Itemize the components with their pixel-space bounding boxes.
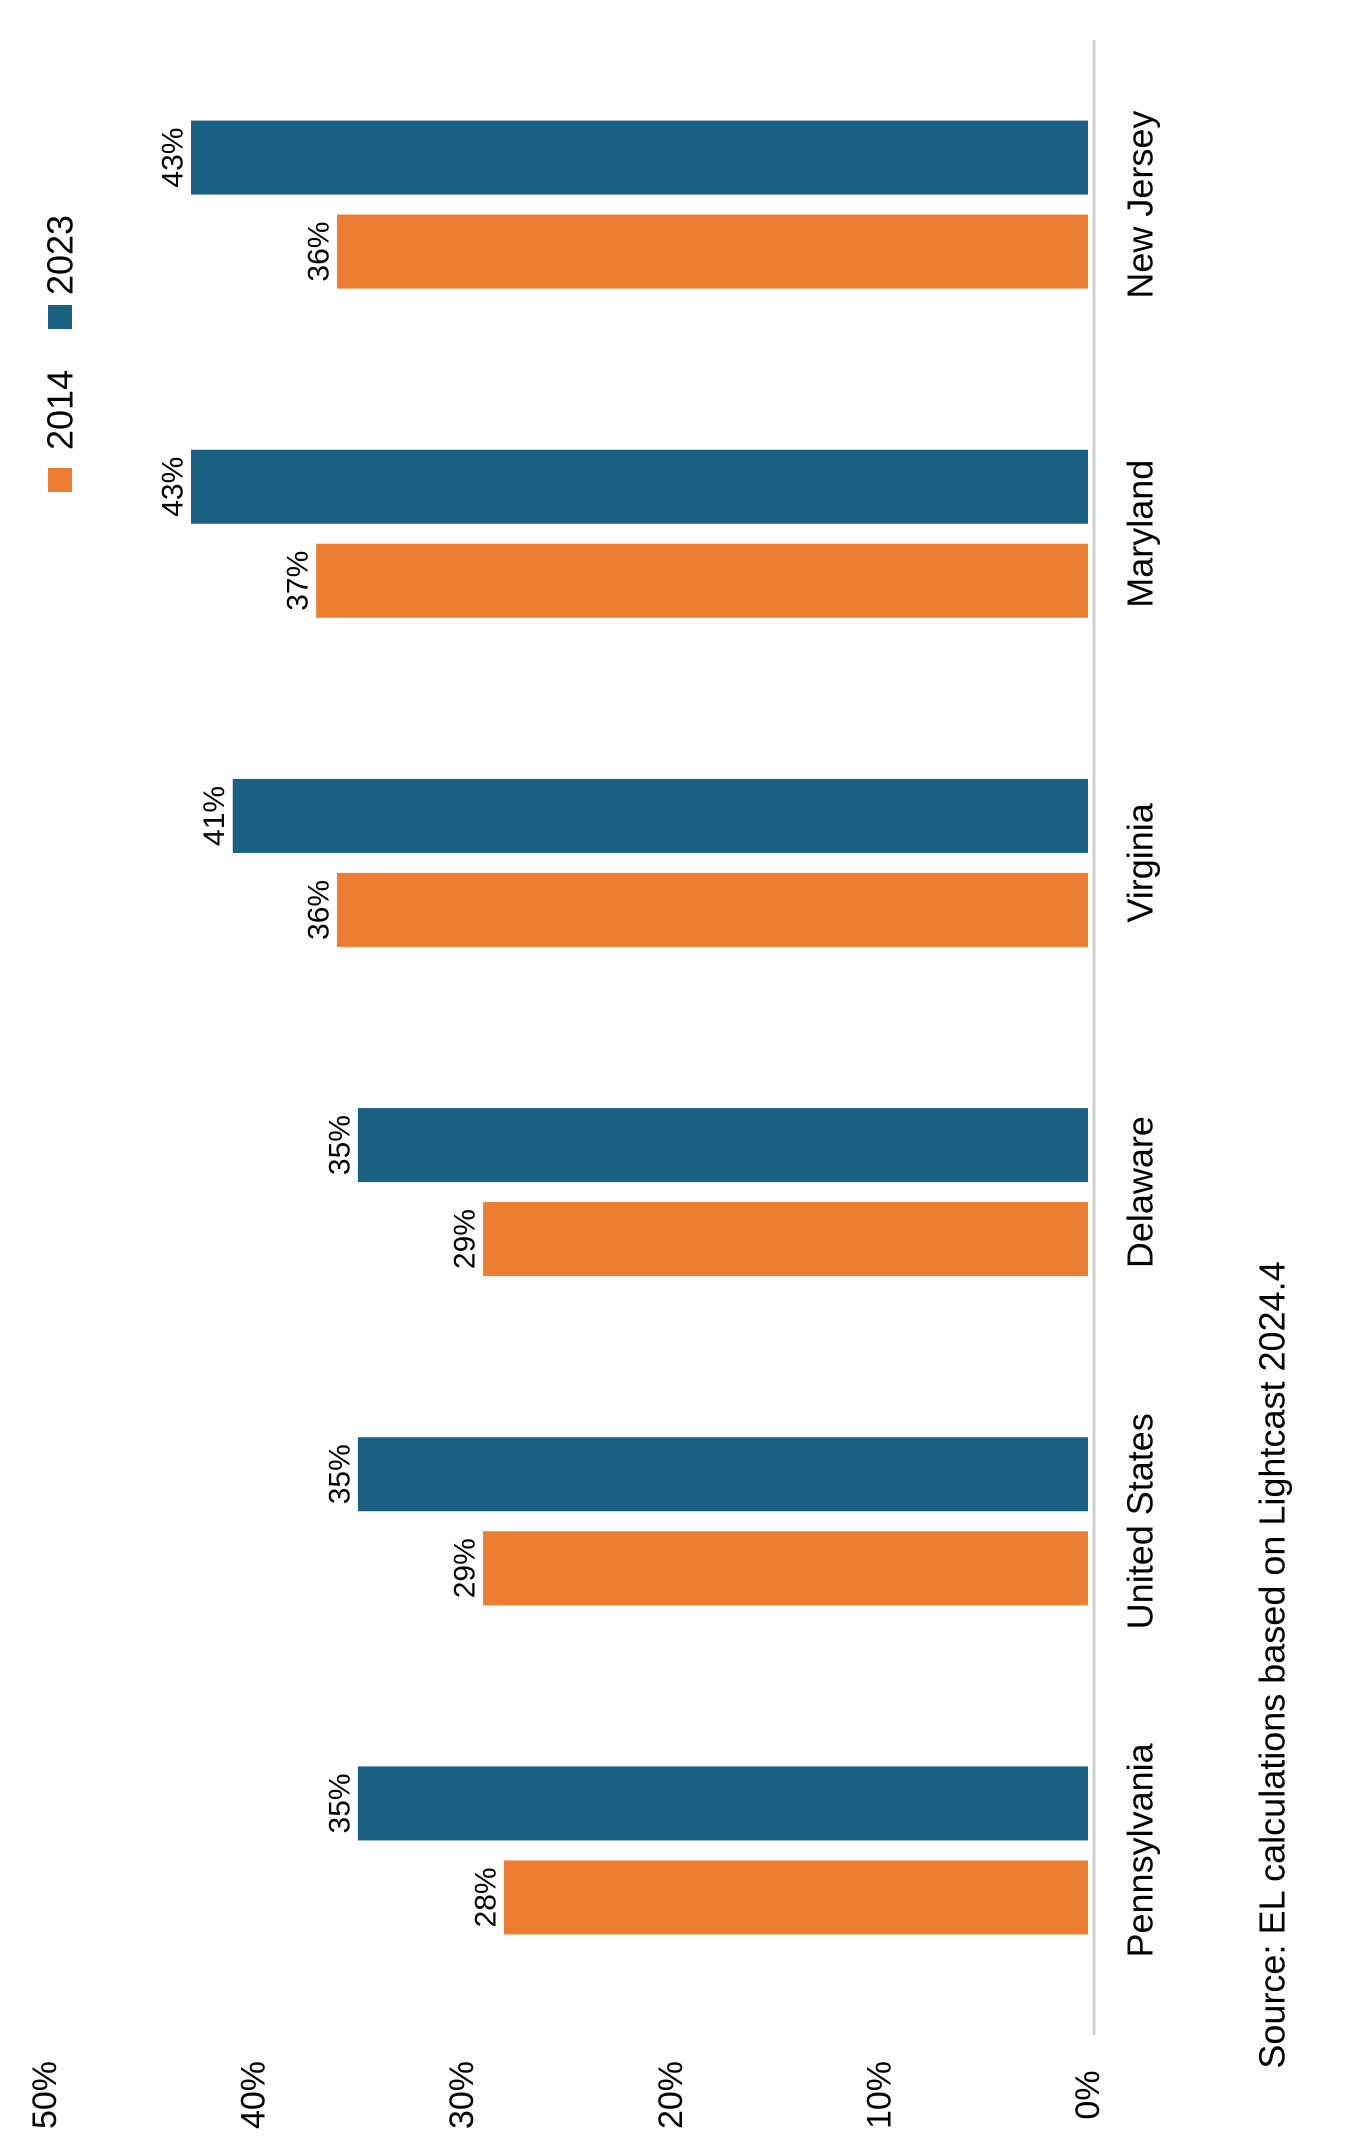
category-label: Maryland (1120, 460, 1161, 608)
data-label: 43% (157, 128, 190, 188)
bar-2014-delaware (483, 1202, 1088, 1277)
data-label: 35% (323, 1773, 356, 1833)
bar-2023-maryland (191, 449, 1088, 524)
bar-2023-pennsylvania (357, 1766, 1088, 1841)
legend: 2014 2023 (40, 215, 81, 492)
bar-2023-delaware (357, 1108, 1088, 1183)
bar-2014-maryland (316, 543, 1088, 618)
legend-label-2023: 2023 (40, 215, 81, 295)
plot-area: 28% 35% Pennsylvania 29% 35% United States 29%… (26, 40, 1161, 2129)
tick-label: 30% (443, 2061, 481, 2129)
category-label: Delaware (1120, 1116, 1161, 1268)
tick-label: 50% (26, 2061, 64, 2129)
legend-swatch-2014 (48, 468, 72, 492)
tick-label: 10% (860, 2061, 898, 2129)
tick-label: 20% (652, 2061, 690, 2129)
data-label: 36% (303, 222, 336, 282)
data-label: 29% (449, 1209, 482, 1269)
category-label: New Jersey (1120, 111, 1161, 299)
data-label: 35% (323, 1444, 356, 1504)
category-label: Pennsylvania (1120, 1742, 1161, 1957)
source-note: Source: EL calculations based on Lightca… (1252, 1261, 1293, 2068)
data-label: 35% (323, 1115, 356, 1175)
data-label: 36% (303, 880, 336, 940)
legend-swatch-2023 (48, 305, 72, 329)
legend-label-2014: 2014 (40, 370, 81, 450)
data-label: 41% (198, 786, 231, 846)
data-label: 37% (282, 551, 315, 611)
bar-2014-new-jersey (337, 214, 1088, 289)
data-label: 29% (449, 1538, 482, 1598)
category-label: Virginia (1120, 802, 1161, 922)
bar-2023-new-jersey (191, 120, 1088, 195)
tick-label: 0% (1069, 2070, 1107, 2119)
bar-2014-virginia (337, 872, 1088, 947)
bar-2023-united-states (357, 1437, 1088, 1512)
data-label: 43% (157, 457, 190, 517)
data-label: 28% (469, 1867, 502, 1927)
bar-2014-united-states (483, 1531, 1088, 1606)
category-label: United States (1120, 1413, 1161, 1629)
tick-label: 40% (235, 2061, 273, 2129)
bar-2014-pennsylvania (503, 1860, 1088, 1935)
bar-2023-virginia (232, 778, 1089, 853)
